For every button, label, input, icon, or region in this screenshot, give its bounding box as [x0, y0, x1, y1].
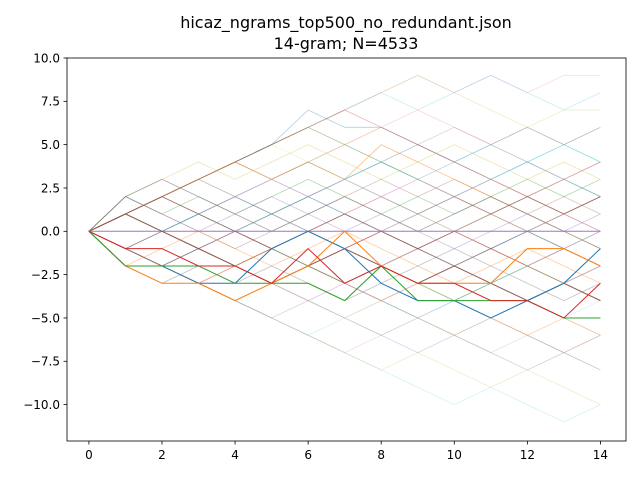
y-tick-label: 7.5 [41, 95, 60, 109]
series-line-6 [88, 178, 601, 249]
y-tick-label: −2.5 [31, 268, 60, 282]
y-tick-label: −7.5 [31, 355, 60, 369]
y-tick-label: −10.0 [23, 398, 60, 412]
y-tick-label: 10.0 [33, 51, 60, 65]
y-tick-label: 5.0 [41, 138, 60, 152]
x-tick-label: 2 [158, 448, 166, 462]
series-line-1 [88, 230, 601, 302]
series-line-28 [88, 144, 601, 232]
series-line-3 [88, 230, 601, 319]
x-tick-label: 6 [304, 448, 312, 462]
chart-title-line2: 14-gram; N=4533 [274, 34, 419, 53]
plot-frame [66, 57, 627, 442]
x-tick-label: 4 [231, 448, 239, 462]
x-tick-label: 14 [593, 448, 608, 462]
x-tick-label: 10 [447, 448, 462, 462]
x-tick-label: 12 [520, 448, 535, 462]
series-layer [88, 74, 601, 423]
y-tick-label: 0.0 [41, 225, 60, 239]
ticks-layer: 0 2 4 6 8 10 12 14 10.0 7.5 5.0 2.5 0.0 −2.5 −5.0 −7.5 −… [23, 51, 608, 462]
y-tick-label: 2.5 [41, 181, 60, 195]
x-tick-label: 0 [85, 448, 93, 462]
chart-title-line1: hicaz_ngrams_top500_no_redundant.json [180, 13, 512, 33]
y-tick-label: −5.0 [31, 311, 60, 325]
x-tick-label: 8 [377, 448, 385, 462]
series-line-41 [88, 230, 601, 354]
series-line-7 [88, 196, 601, 250]
series-line-0 [88, 230, 601, 319]
